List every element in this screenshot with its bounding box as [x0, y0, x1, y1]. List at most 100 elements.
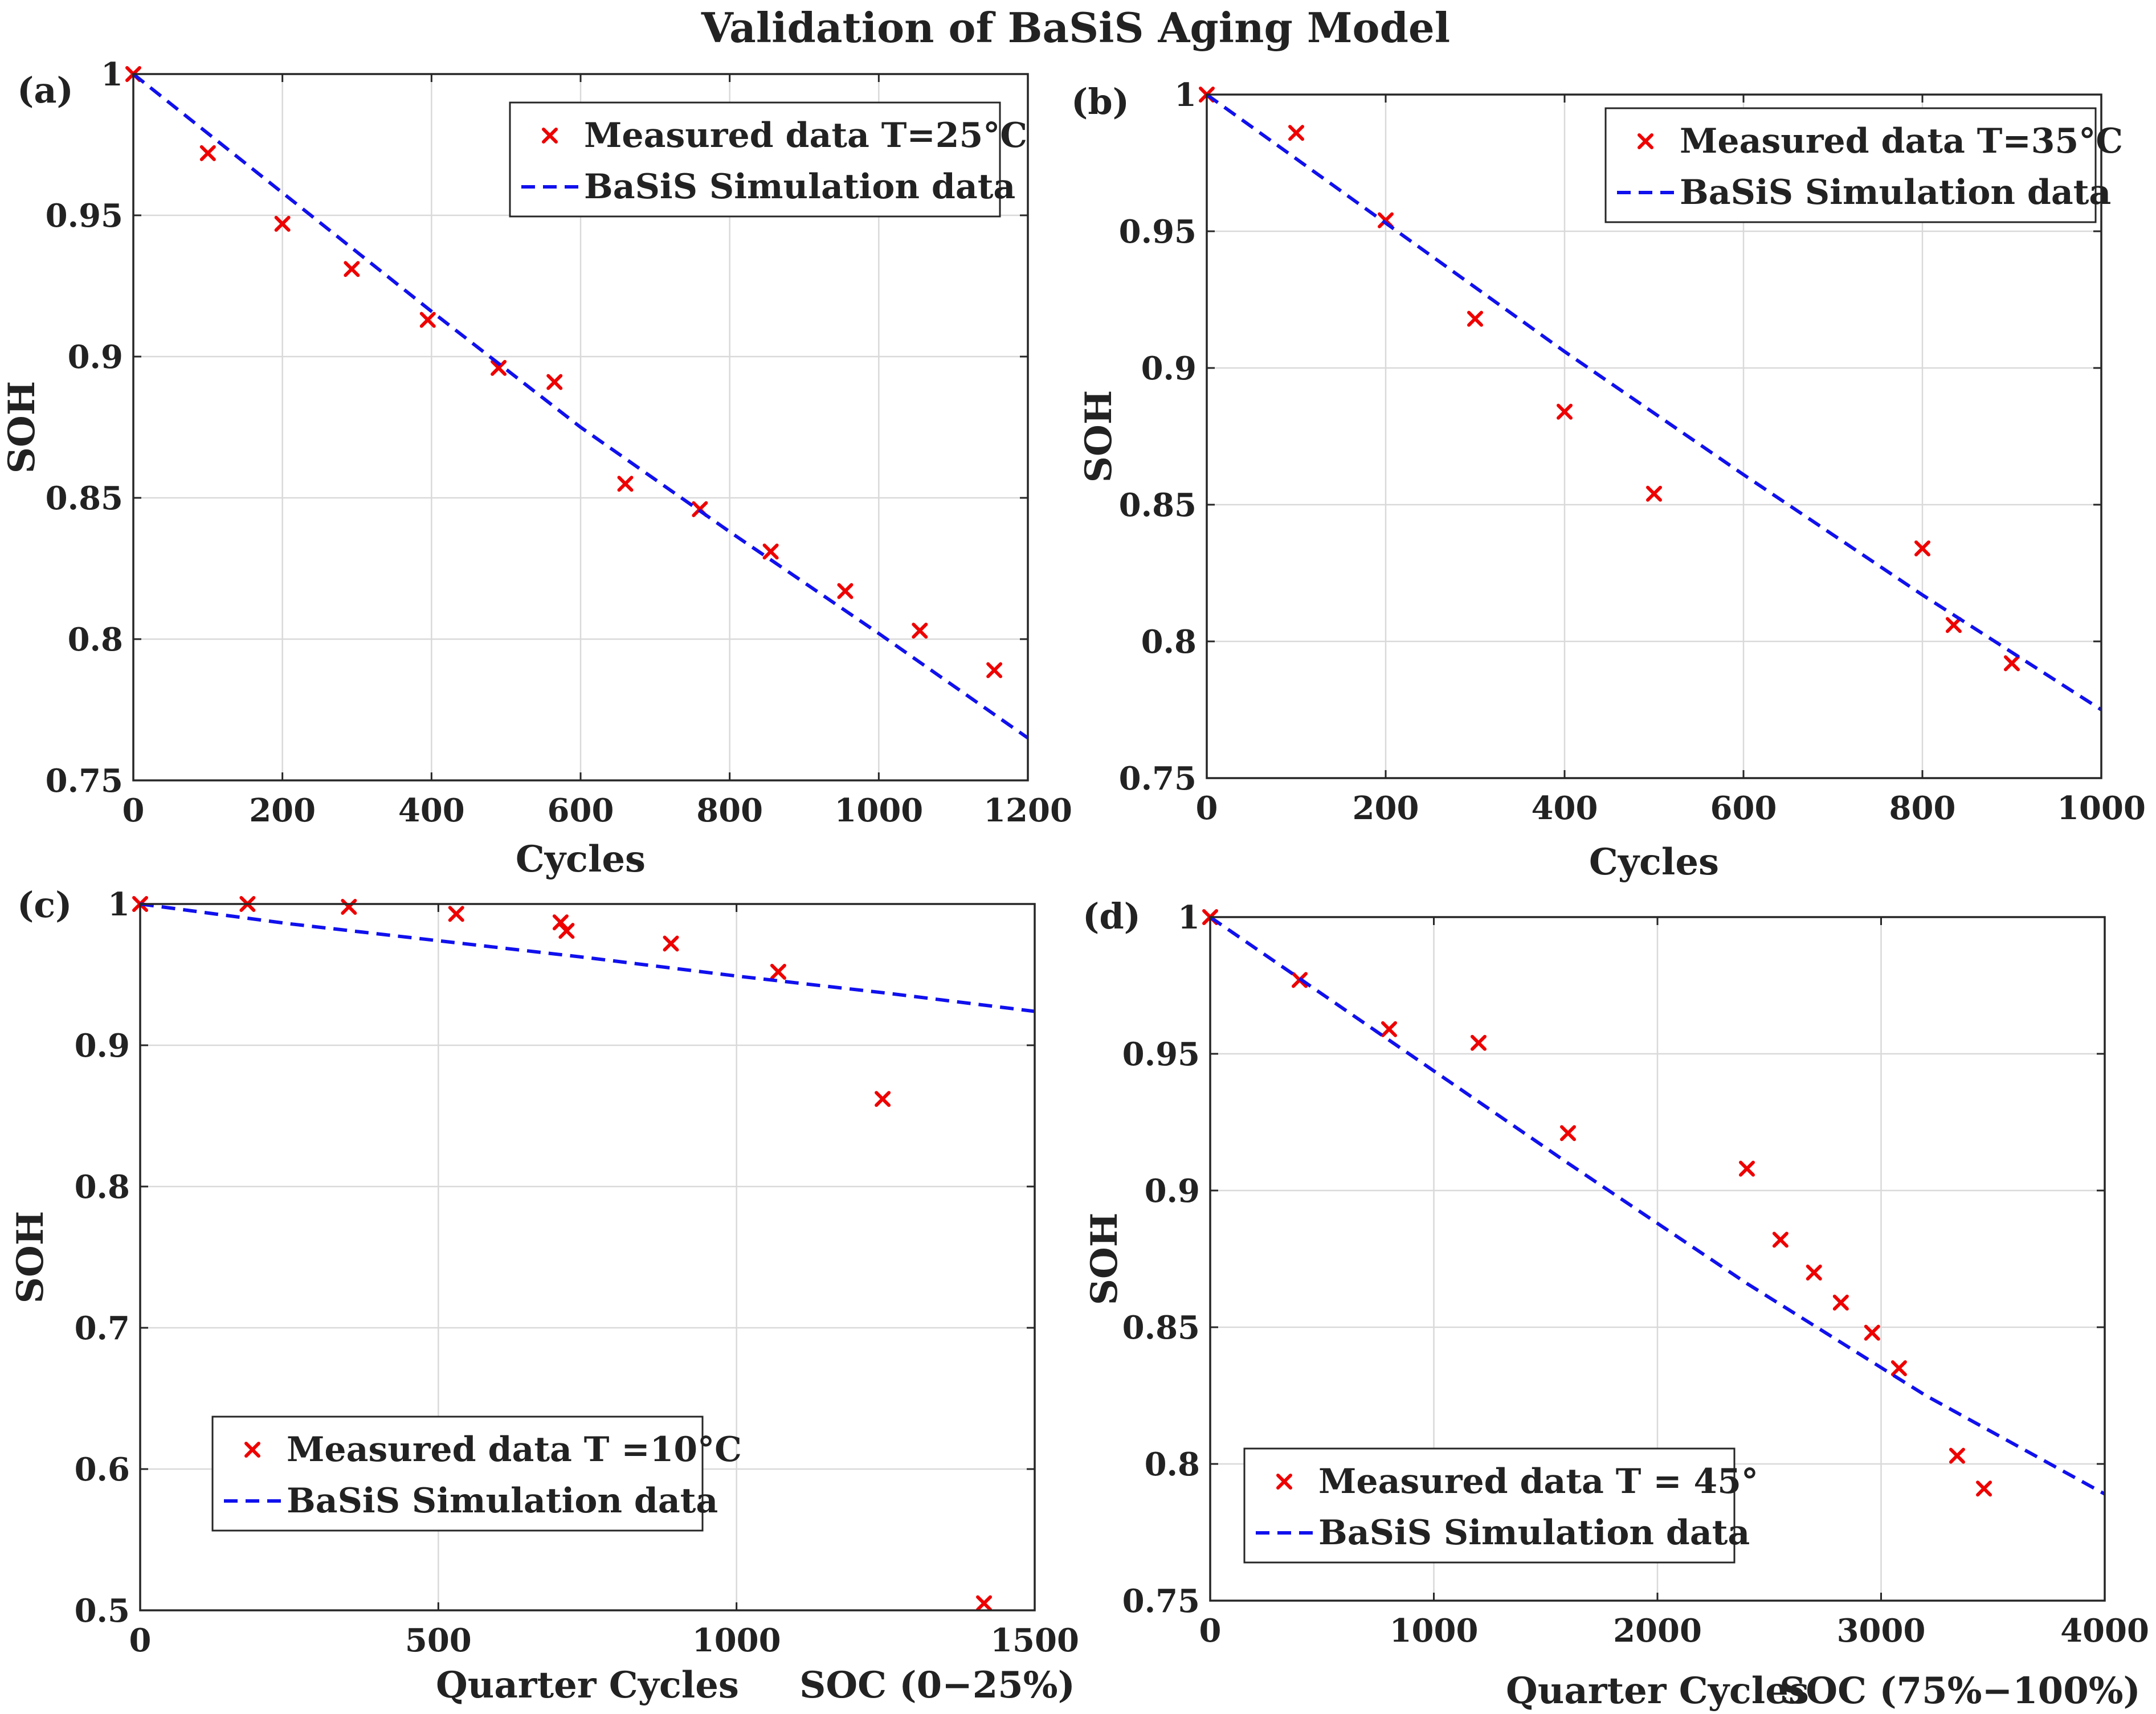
data-point [875, 1091, 891, 1107]
y-tick-label: 0.9 [68, 338, 123, 376]
y-tick-label: 0.8 [1141, 623, 1197, 661]
y-tick-label: 1 [108, 886, 130, 923]
x-tick-label: 1500 [990, 1622, 1079, 1659]
x-tick-label: 200 [249, 792, 316, 829]
soc-range-label: SOC (0−25%) [799, 1664, 1075, 1707]
y-tick-label: 0.8 [68, 621, 123, 658]
x-tick-label: 0 [1199, 1612, 1222, 1650]
y-axis-label: SOH [1077, 390, 1120, 482]
data-point [1646, 485, 1662, 502]
chart-panel-b: 0 200 400 600 800 1000 0.75 0.8 0.85 0.9 0.95 1 (b) C… [1071, 76, 2146, 883]
legend-box [1243, 1447, 1736, 1564]
figure-title: Validation of BaSiS Aging Model [701, 3, 1450, 52]
simulation-line [1206, 93, 2102, 711]
data-point [1288, 125, 1304, 141]
x-axis-label: Cycles [1589, 841, 1719, 883]
data-point [837, 583, 854, 599]
panel-label: (d) [1083, 895, 1141, 937]
data-point [546, 374, 563, 390]
axes-frame [139, 903, 1036, 1611]
x-tick-label: 600 [1710, 789, 1777, 827]
x-tick-label: 1000 [834, 792, 923, 829]
simulation-line [1209, 915, 2106, 1496]
x-axis-label: Quarter Cycles [1506, 1670, 1809, 1712]
legend-box [509, 101, 1001, 218]
legend-label-measured: Measured data T = 45° [1318, 1462, 1758, 1502]
data-point [274, 215, 291, 232]
data-point [1914, 540, 1930, 557]
legend: Measured data T=35°C BaSiS Simulation dat… [1604, 107, 2123, 223]
legend: Measured data T =10°C BaSiS Simulation da… [211, 1416, 742, 1532]
y-tick-label: 0.7 [75, 1310, 130, 1347]
legend-box [211, 1416, 704, 1532]
panel-label: (c) [17, 884, 72, 926]
data-point [976, 1595, 993, 1611]
legend-marker [1276, 1474, 1292, 1490]
data-point [448, 906, 464, 922]
simulation-line [132, 72, 1029, 740]
y-axis-label: SOH [9, 1211, 52, 1303]
legend-label-simulation: BaSiS Simulation data [287, 1481, 718, 1521]
x-tick-label: 4000 [2060, 1612, 2149, 1650]
panel-label: (b) [1071, 81, 1129, 122]
measured-series [125, 66, 1003, 678]
legend-label-measured: Measured data T=25°C [584, 116, 1027, 156]
y-tick-label: 0.8 [75, 1168, 130, 1206]
legend-box [1604, 107, 2097, 223]
data-point [552, 914, 569, 931]
axes-frame [1206, 93, 2102, 779]
x-tick-label: 3000 [1837, 1612, 1926, 1650]
soc-range-label: SOC (75%−100%) [1779, 1670, 2141, 1712]
y-tick-label: 0.75 [1122, 1582, 1200, 1620]
data-point [1381, 1021, 1397, 1037]
y-tick-label: 0.85 [46, 480, 123, 517]
x-tick-label: 0 [129, 1622, 152, 1659]
axes-frame [132, 73, 1029, 782]
x-tick-label: 400 [1532, 789, 1598, 827]
y-tick-label: 0.95 [1122, 1036, 1200, 1073]
chart-panel-d: 0 1000 2000 3000 4000 0.75 0.8 0.85 0.9 0.95 1 (d) Q… [1083, 895, 2149, 1712]
data-point [1467, 310, 1483, 327]
data-point [912, 623, 928, 639]
data-point [199, 145, 216, 161]
data-point [1864, 1324, 1880, 1341]
x-tick-label: 1200 [983, 792, 1072, 829]
data-point [2004, 655, 2020, 672]
y-tick-label: 1 [1178, 899, 1200, 936]
data-point [1560, 1125, 1576, 1142]
legend: Measured data T = 45° BaSiS Simulation da… [1243, 1447, 1758, 1564]
data-point [1890, 1360, 1907, 1376]
y-tick-label: 0.9 [1141, 350, 1197, 387]
data-point [617, 476, 634, 492]
y-tick-label: 0.95 [1119, 213, 1197, 251]
y-tick-label: 0.9 [75, 1027, 130, 1065]
x-tick-label: 1000 [1390, 1612, 1479, 1650]
data-point [1976, 1480, 1992, 1497]
legend-label-simulation: BaSiS Simulation data [584, 167, 1015, 207]
data-point [1949, 1447, 1965, 1464]
y-tick-label: 0.85 [1122, 1309, 1200, 1347]
chart-panel-c: 0 500 1000 1500 0.5 0.6 0.7 0.8 0.9 1 (c) Quarter C… [9, 884, 1079, 1707]
legend-marker [542, 128, 558, 144]
data-point [770, 964, 786, 980]
measured-series [132, 896, 993, 1611]
x-tick-label: 200 [1353, 789, 1419, 827]
y-tick-label: 0.6 [75, 1451, 130, 1488]
y-axis-label: SOH [1, 381, 43, 473]
x-axis-label: Cycles [516, 838, 646, 881]
legend-label-simulation: BaSiS Simulation data [1680, 173, 2111, 212]
data-point [419, 312, 436, 328]
y-tick-label: 0.75 [1119, 760, 1197, 797]
chart-panel-a: 0 200 400 600 800 1000 1200 0.75 0.8 0.85 0.9 0.95 1… [1, 56, 1072, 881]
y-tick-label: 0.85 [1119, 486, 1197, 524]
y-tick-label: 0.75 [46, 762, 123, 800]
legend-label-measured: Measured data T =10°C [287, 1430, 742, 1470]
legend-marker [244, 1442, 260, 1458]
data-point [663, 935, 679, 952]
x-tick-label: 2000 [1613, 1612, 1702, 1650]
x-tick-label: 1000 [2057, 789, 2146, 827]
data-point [341, 898, 357, 915]
legend: Measured data T=25°C BaSiS Simulation dat… [509, 101, 1027, 218]
data-point [986, 662, 1003, 678]
data-point [1471, 1034, 1487, 1051]
